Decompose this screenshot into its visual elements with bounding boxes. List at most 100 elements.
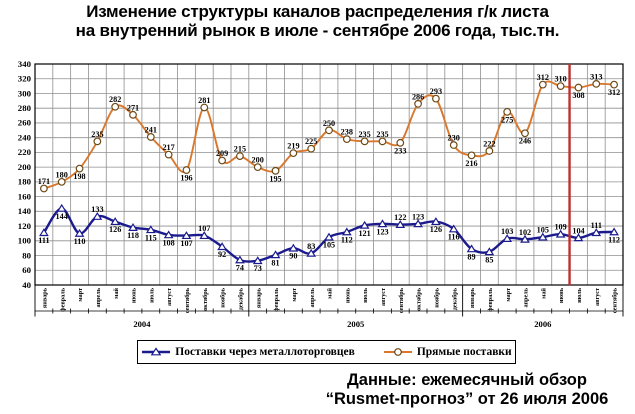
triangle-marker-icon: [341, 227, 352, 236]
y-axis-tick-label: 240: [18, 132, 32, 142]
triangle-marker-icon: [448, 224, 459, 233]
data-label: 123: [376, 227, 388, 236]
data-label: 233: [394, 146, 406, 155]
x-axis-month-label: декабрь: [238, 287, 245, 310]
data-label: 293: [430, 87, 442, 96]
circle-marker-icon: [485, 147, 494, 155]
data-label: 180: [56, 170, 68, 179]
circle-marker-icon: [592, 79, 601, 88]
data-label: 112: [608, 236, 620, 245]
triangle-marker-icon: [92, 211, 103, 220]
data-label: 271: [127, 103, 139, 112]
legend-label-direct: Прямые поставки: [416, 346, 512, 358]
triangle-marker-icon: [413, 219, 423, 228]
x-axis-month-label: март: [291, 288, 298, 302]
y-axis: 40 60 80 100 120 140 160 180 200 220 240 260 280 300 3…: [18, 59, 32, 290]
y-axis-tick-label: 320: [18, 74, 32, 84]
plot-border: [34, 63, 624, 286]
y-axis-tick-label: 200: [18, 162, 32, 172]
data-label: 222: [483, 139, 495, 148]
data-label: 235: [358, 130, 370, 139]
triangle-marker-icon: [466, 244, 477, 253]
data-label: 312: [537, 73, 549, 82]
data-label: 112: [341, 236, 353, 245]
triangle-marker-icon: [609, 227, 619, 236]
data-label: 235: [91, 130, 103, 139]
x-axis-month-label: октябрь: [202, 287, 209, 310]
triangle-marker-icon: [56, 203, 67, 212]
data-label: 126: [109, 225, 121, 234]
circle-marker-icon: [378, 137, 387, 146]
x-axis-month-label: октябрь: [416, 287, 423, 310]
circle-marker-icon: [93, 137, 102, 146]
source-note-line1: Данные: ежемесячный обзор: [347, 371, 587, 389]
data-label: 118: [127, 231, 139, 240]
triangle-marker-icon: [199, 231, 210, 240]
data-label: 310: [554, 75, 566, 84]
x-axis-month-label: февраль: [487, 287, 494, 311]
data-label: 308: [572, 91, 584, 100]
circle-marker-icon: [289, 149, 298, 158]
triangle-marker-icon: [110, 217, 121, 226]
triangle-marker-icon: [555, 229, 566, 238]
x-axis-month-label: сентябрь: [184, 287, 191, 313]
data-label: 275: [501, 115, 513, 124]
triangle-marker-icon: [252, 256, 263, 265]
y-axis-tick-label: 300: [18, 88, 32, 98]
data-label: 122: [394, 213, 406, 222]
data-label: 110: [74, 237, 86, 246]
circle-marker-icon: [325, 126, 333, 135]
x-axis-month-label: ноябрь: [434, 287, 441, 307]
data-labels: 171 180 198 235 282 271 241 217 196 281 209 215 200 1…: [38, 72, 620, 273]
data-label: 225: [305, 137, 317, 146]
x-axis-year-label: 2004: [133, 319, 151, 329]
data-label: 74: [236, 264, 244, 273]
data-label: 109: [554, 223, 566, 232]
series-line: [43, 80, 615, 190]
data-label: 286: [412, 92, 424, 101]
x-axis-month-label: июль: [362, 287, 369, 303]
circle-marker-icon: [75, 164, 84, 173]
data-label: 105: [537, 226, 549, 235]
data-label: 108: [162, 238, 174, 247]
y-axis-tick-label: 260: [18, 118, 32, 128]
circle-marker-icon: [40, 184, 48, 193]
circle-marker-icon: [449, 141, 458, 149]
triangle-marker-icon: [395, 220, 406, 228]
circle-marker-icon: [360, 137, 369, 146]
data-label: 171: [38, 177, 50, 186]
x-axis-month-label: апрель: [95, 287, 102, 307]
x-axis-month-label: январь: [42, 287, 49, 308]
legend: Поставки через металлоторговцев Прямые п…: [137, 340, 516, 364]
x-axis: январь февраль март апрель май июнь июль август…: [34, 285, 624, 329]
source-note-line2: “Rusmet-прогноз” от 26 июля 2006: [325, 390, 609, 408]
circle-marker-icon: [556, 82, 565, 90]
x-axis-month-label: май: [540, 288, 547, 299]
x-axis-month-label: февраль: [59, 287, 66, 311]
triangle-marker-icon: [181, 231, 192, 240]
triangle-marker-icon: [128, 222, 138, 231]
data-label: 219: [287, 142, 299, 151]
y-axis-tick-label: 40: [22, 280, 31, 290]
triangle-marker-icon: [324, 232, 334, 241]
data-label: 81: [271, 258, 279, 267]
source-note: Данные: ежемесячный обзор “Rusmet-прогно…: [300, 371, 634, 409]
data-label: 241: [145, 125, 157, 134]
triangle-marker-icon: [573, 233, 584, 242]
triangle-marker-icon: [591, 228, 602, 237]
x-axis-month-label: май: [327, 288, 334, 299]
circle-marker-icon: [236, 152, 244, 160]
y-axis-tick-label: 140: [18, 206, 32, 216]
data-label: 235: [376, 130, 388, 139]
circle-marker-icon: [57, 177, 66, 186]
triangle-marker-icon: [537, 232, 548, 241]
y-axis-tick-label: 100: [18, 236, 32, 246]
data-label: 103: [501, 227, 513, 236]
x-axis-month-label: июнь: [131, 287, 138, 303]
circle-marker-icon: [432, 94, 440, 103]
data-label: 195: [269, 174, 281, 183]
triangle-marker-icon: [377, 219, 388, 228]
x-axis-month-label: июнь: [344, 287, 351, 303]
triangle-marker-icon: [142, 347, 171, 356]
line-chart: 171 180 198 235 282 271 241 217 196 281 209 215 200 1…: [18, 59, 624, 329]
